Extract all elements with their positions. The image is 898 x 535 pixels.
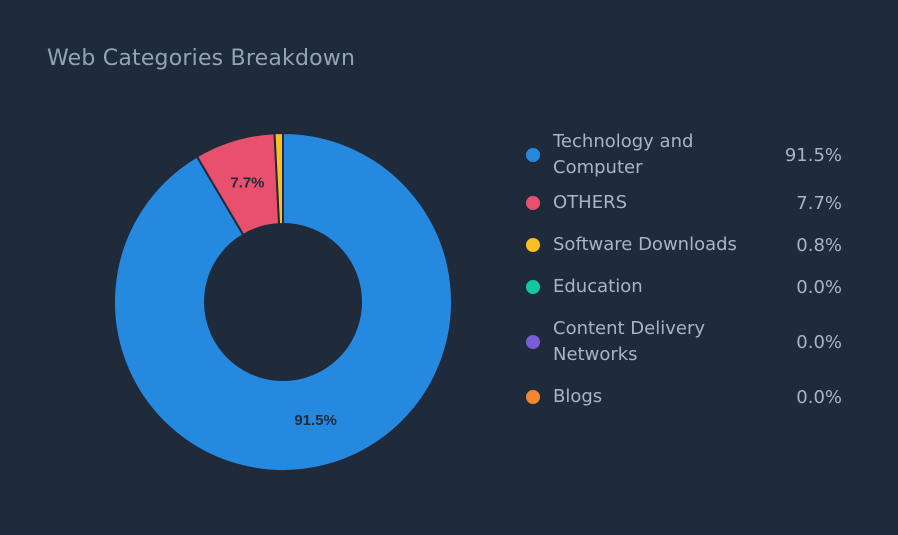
legend-item[interactable]: Content Delivery Networks 0.0% bbox=[526, 308, 856, 376]
legend-value: 91.5% bbox=[784, 144, 842, 166]
legend-item[interactable]: OTHERS 7.7% bbox=[526, 182, 856, 224]
legend-dot-icon bbox=[526, 335, 540, 349]
slice-value-label: 91.5% bbox=[294, 412, 337, 429]
legend-dot-icon bbox=[526, 196, 540, 210]
chart-title: Web Categories Breakdown bbox=[47, 46, 356, 71]
legend-item[interactable]: Software Downloads 0.8% bbox=[526, 224, 856, 266]
legend: Technology and Computer 91.5% OTHERS 7.7… bbox=[526, 128, 856, 418]
legend-item[interactable]: Blogs 0.0% bbox=[526, 376, 856, 418]
legend-label: OTHERS bbox=[553, 192, 628, 213]
legend-dot-icon bbox=[526, 148, 540, 162]
legend-value: 0.0% bbox=[796, 331, 842, 353]
legend-label: Software Downloads bbox=[553, 234, 737, 255]
legend-value: 7.7% bbox=[796, 192, 842, 214]
donut-slice-technology-and-computer[interactable] bbox=[113, 131, 453, 472]
slice-value-label: 7.7% bbox=[230, 175, 264, 192]
legend-value: 0.0% bbox=[796, 386, 842, 408]
legend-label: Education bbox=[553, 276, 643, 297]
legend-dot-icon bbox=[526, 238, 540, 252]
legend-dot-icon bbox=[526, 390, 540, 404]
legend-dot-icon bbox=[526, 280, 540, 294]
legend-value: 0.0% bbox=[796, 276, 842, 298]
legend-label: Content Delivery Networks bbox=[553, 318, 706, 365]
legend-value: 0.8% bbox=[796, 234, 842, 256]
legend-item[interactable]: Education 0.0% bbox=[526, 266, 856, 308]
donut-slice-software-downloads[interactable] bbox=[273, 131, 284, 226]
legend-item[interactable]: Technology and Computer 91.5% bbox=[526, 128, 856, 182]
legend-label: Blogs bbox=[553, 386, 603, 407]
legend-label: Technology and Computer bbox=[553, 131, 694, 178]
